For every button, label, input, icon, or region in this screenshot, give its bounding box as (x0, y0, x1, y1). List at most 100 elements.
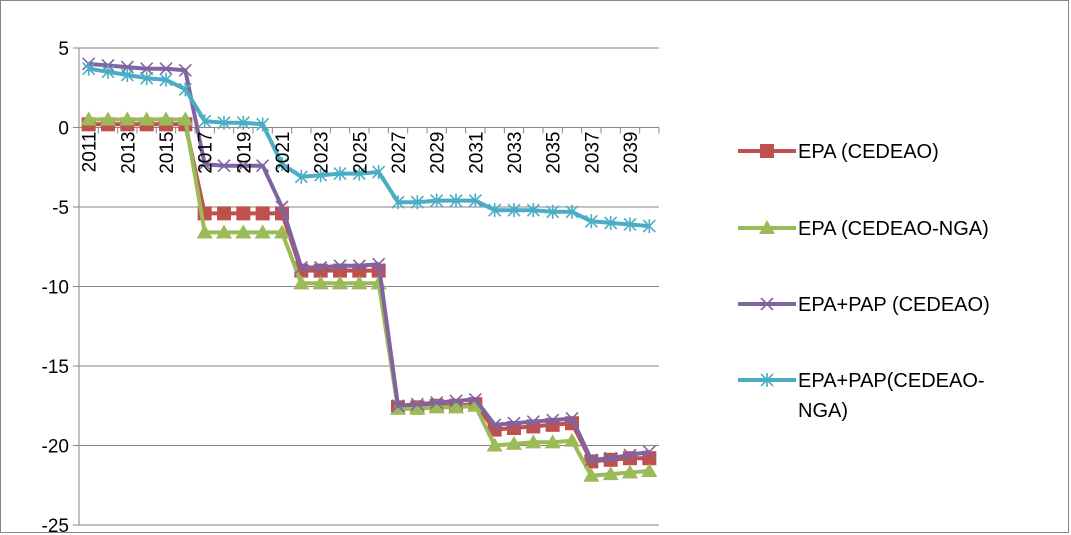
y-axis-tick-labels: 5 0 -5 -10 -15 -20 -25 (42, 39, 69, 535)
data-point (410, 195, 424, 210)
data-point (140, 62, 154, 76)
data-point (274, 224, 290, 239)
x-tick-label: 2011 (80, 132, 101, 173)
data-point (275, 200, 289, 214)
series-3 (82, 57, 656, 467)
legend-marker (759, 220, 775, 234)
data-point (236, 159, 250, 173)
data-point (488, 203, 502, 218)
data-point (198, 157, 212, 171)
data-point (352, 166, 366, 181)
data-point (332, 275, 348, 290)
data-point (546, 413, 560, 427)
legend-marker (760, 297, 774, 311)
data-point (333, 259, 347, 273)
y-tick-label: 0 (58, 119, 69, 140)
x-tick-label: 2013 (118, 132, 139, 174)
data-point (178, 82, 192, 97)
data-point (525, 434, 542, 449)
data-point (449, 394, 463, 408)
data-point (217, 206, 231, 221)
data-point (488, 418, 502, 432)
data-point (82, 61, 96, 76)
legend-label: EPA (CEDEAO-NGA) (798, 218, 989, 240)
y-tick-label: -20 (42, 437, 69, 458)
legend-marker (760, 144, 774, 158)
data-point (564, 432, 580, 447)
x-tick-label: 2017 (196, 132, 217, 174)
y-tick-label: -10 (42, 278, 69, 299)
data-point (507, 203, 521, 218)
series-line (88, 66, 650, 229)
data-point (622, 464, 638, 479)
data-point (159, 72, 173, 87)
data-point (256, 159, 270, 173)
data-point (526, 415, 540, 429)
series-line (88, 61, 650, 462)
data-point (430, 396, 444, 410)
data-point (140, 71, 154, 86)
y-tick-label: -15 (42, 357, 69, 378)
legend-item-4: EPA+PAP(CEDEAO- NGA) (738, 370, 985, 422)
data-point (217, 159, 231, 173)
data-point (312, 275, 329, 290)
data-point (159, 62, 173, 76)
data-point (138, 111, 155, 126)
series-line (88, 122, 650, 464)
data-point (236, 206, 251, 221)
data-point (604, 215, 618, 230)
x-tick-label: 2025 (350, 132, 371, 174)
x-tick-label: 2021 (273, 132, 294, 174)
data-point (565, 411, 579, 426)
data-point (642, 445, 656, 459)
data-point (449, 193, 463, 208)
data-point (333, 166, 347, 181)
y-tick-label: 5 (58, 39, 69, 60)
data-point (428, 399, 445, 414)
data-point (391, 399, 405, 413)
data-point (177, 111, 194, 126)
data-point (641, 462, 658, 477)
data-point (448, 399, 464, 414)
data-point (410, 397, 424, 411)
data-point (235, 224, 252, 239)
data-point (294, 260, 308, 274)
data-point (623, 217, 637, 232)
data-point (255, 206, 270, 221)
x-tick-label: 2019 (234, 132, 255, 174)
x-tick-label: 2027 (389, 132, 410, 174)
y-tick-label: -5 (52, 198, 69, 219)
legend-label: EPA (CEDEAO) (798, 141, 939, 163)
legend-marker (760, 373, 774, 387)
data-point (486, 437, 503, 452)
data-point (467, 397, 484, 412)
data-point (254, 224, 271, 239)
data-point (507, 416, 521, 430)
data-point (178, 63, 192, 77)
data-point (583, 467, 600, 482)
legend-label: NGA) (798, 400, 848, 422)
x-tick-label: 2033 (505, 132, 526, 174)
data-point (565, 204, 579, 219)
legend-item-2: EPA (CEDEAO-NGA) (738, 218, 989, 240)
legend-label: EPA+PAP(CEDEAO- (798, 370, 985, 392)
data-point (80, 111, 97, 126)
data-point (293, 275, 310, 290)
data-point (526, 203, 540, 218)
data-point (275, 157, 289, 172)
data-point (120, 68, 134, 83)
x-tick-label: 2031 (466, 132, 487, 174)
x-tick-label: 2015 (157, 132, 178, 174)
data-point (236, 115, 250, 130)
data-point (468, 392, 482, 406)
data-point (352, 259, 366, 273)
data-point (584, 453, 598, 467)
data-point (217, 115, 231, 130)
data-point (391, 195, 405, 210)
series-2 (80, 111, 658, 482)
series-4 (82, 61, 656, 234)
legend-item-1: EPA (CEDEAO) (738, 141, 939, 163)
x-tick-label: 2037 (582, 132, 603, 174)
legend-label: EPA+PAP (CEDEAO) (798, 294, 990, 316)
